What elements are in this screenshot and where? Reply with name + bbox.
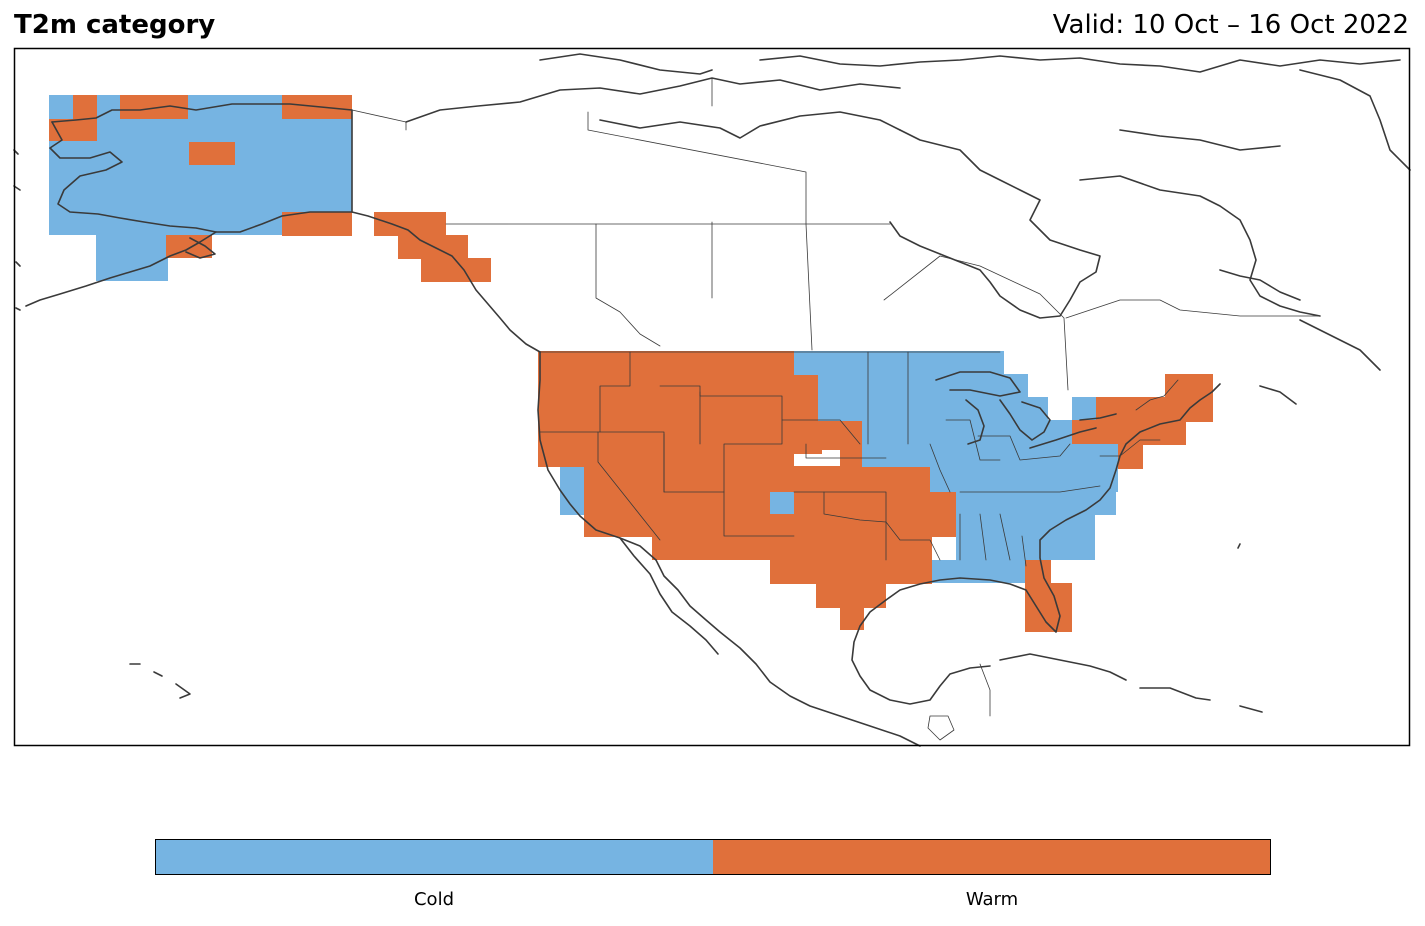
political-border <box>1135 379 1179 411</box>
political-border <box>959 513 1011 561</box>
cold-cell <box>862 420 1072 445</box>
political-border <box>599 431 665 493</box>
coastline <box>1079 175 1321 317</box>
political-border <box>867 351 909 445</box>
political-border <box>805 223 813 351</box>
warm-cell <box>538 351 794 467</box>
valid-period: Valid: 10 Oct – 16 Oct 2022 <box>1052 10 1409 40</box>
coastline <box>51 103 541 353</box>
coastline <box>885 383 1221 633</box>
legend-label-cold: Cold <box>413 889 455 910</box>
coastline <box>1299 69 1411 171</box>
political-border <box>793 491 887 561</box>
warm-cell <box>1165 374 1213 422</box>
political-border <box>723 491 795 537</box>
legend-swatch-cold <box>156 840 713 874</box>
coastline <box>965 399 985 445</box>
political-border <box>1021 535 1027 567</box>
coastline <box>1119 129 1281 151</box>
cold-cell <box>1025 536 1075 560</box>
political-border <box>351 109 407 131</box>
warm-cell <box>73 95 97 119</box>
coastline <box>539 53 713 75</box>
map-title: T2m category <box>14 10 216 40</box>
political-border <box>1065 299 1321 319</box>
coastline <box>405 77 901 123</box>
political-border <box>959 485 1101 493</box>
warm-cell <box>282 212 352 236</box>
political-border <box>1099 439 1161 457</box>
cold-cell <box>956 492 1116 515</box>
cold-cell <box>1003 560 1025 583</box>
coastline <box>999 399 1051 441</box>
coastline <box>1239 705 1263 713</box>
political-border <box>885 521 941 561</box>
coastline <box>537 351 657 561</box>
political-border <box>587 111 807 225</box>
political-border <box>663 419 861 493</box>
coastline <box>889 129 1101 319</box>
warm-cell <box>816 583 886 608</box>
cold-cell <box>956 514 1026 560</box>
political-border <box>977 435 1071 461</box>
cold-cell <box>932 560 1025 583</box>
category-cells <box>49 95 1213 632</box>
coastline <box>15 261 21 267</box>
political-border <box>929 443 951 493</box>
political-border <box>883 255 1069 391</box>
cold-cell <box>560 467 584 515</box>
coastline <box>1219 269 1301 301</box>
coastline <box>655 559 921 747</box>
coastline <box>999 653 1127 681</box>
political-border <box>597 431 661 541</box>
warm-cell <box>49 119 97 141</box>
political-border <box>539 351 631 433</box>
coastline <box>1299 319 1381 371</box>
map-frame <box>13 47 1411 747</box>
cold-cell <box>930 466 1118 492</box>
cold-cell <box>862 444 1118 467</box>
legend-swatch-warm <box>713 840 1270 874</box>
political-border <box>805 443 887 459</box>
warm-cell <box>652 536 932 560</box>
coastline <box>851 599 991 705</box>
coastline <box>129 663 191 699</box>
cold-cell <box>794 351 1004 375</box>
warm-cell <box>584 466 888 492</box>
legend-label-warm: Warm <box>965 889 1019 910</box>
coastline <box>935 371 1021 397</box>
political-border <box>945 419 1001 461</box>
coastline <box>25 231 217 307</box>
colorbar-legend <box>155 839 1271 875</box>
warm-cell <box>1118 444 1143 469</box>
cold-cell <box>1072 397 1096 420</box>
cold-cell <box>818 397 1048 421</box>
cold-cell <box>120 235 166 257</box>
coastline <box>759 55 1401 73</box>
coastline <box>619 537 719 655</box>
coastline <box>1029 427 1097 449</box>
warm-cell <box>421 258 491 282</box>
coastline <box>1139 687 1211 701</box>
coastlines-and-borders <box>13 53 1411 747</box>
coastline <box>1259 385 1297 405</box>
cold-cell <box>770 492 794 514</box>
political-border <box>927 715 955 741</box>
warm-cell <box>189 142 235 165</box>
political-border <box>979 663 991 717</box>
warm-cell <box>770 559 932 584</box>
coastline <box>49 121 353 233</box>
cold-cell <box>818 374 1028 398</box>
coastline <box>15 307 21 311</box>
coastline <box>599 111 901 139</box>
coastline <box>1079 413 1117 421</box>
political-border <box>595 223 661 347</box>
coastline <box>1237 543 1241 549</box>
political-border <box>823 491 887 523</box>
coastline <box>185 237 216 259</box>
